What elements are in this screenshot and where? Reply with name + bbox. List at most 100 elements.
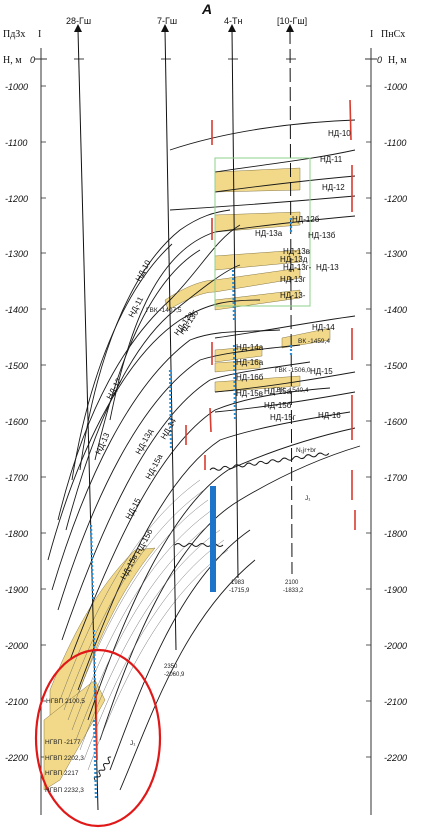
ngvp-label: НГВП 2100,5 <box>46 698 85 705</box>
horizon-label: НД-11 <box>320 155 343 164</box>
sand-bodies <box>43 167 331 791</box>
area-highlight-circle <box>34 648 162 828</box>
well-paths <box>77 29 293 811</box>
well-td-abs-7-gsh: -2060,9 <box>164 672 185 678</box>
contact-label: ГВК -1407,5 <box>146 307 182 314</box>
depth-tick: -2000 <box>384 641 407 651</box>
interval-bar <box>210 486 216 592</box>
depth-tick: -2100 <box>5 697 28 707</box>
right-depth-ticks: -1000 -1100 -1200 -1300 -1400 -1500 -160… <box>384 82 407 763</box>
horizon-label: НД-13г- <box>283 263 312 272</box>
well-label-7-gsh: 7-Гш <box>157 16 177 26</box>
depth-tick: -1700 <box>5 473 28 483</box>
strat-unit-label: N₁jr+br <box>296 447 317 454</box>
horizon-label: НД-14а <box>236 343 264 352</box>
depth-tick: -2200 <box>5 753 28 763</box>
depth-tick: -1500 <box>384 361 407 371</box>
horizon-label: НД-15б <box>264 401 292 410</box>
depth-tick: -1600 <box>384 417 407 427</box>
horizon-label: НД-14 <box>312 323 335 332</box>
depth-tick: -2200 <box>384 753 407 763</box>
well-td-10-gsh: 2100 <box>285 580 299 586</box>
highlight-box <box>214 157 311 307</box>
horizon-label: НД-13в <box>283 247 310 256</box>
section-title: A <box>201 1 212 17</box>
horizon-label: НД-16б <box>236 373 264 382</box>
depth-tick: -1300 <box>5 249 28 259</box>
depth-tick: -1800 <box>384 529 407 539</box>
right-axis-label: Н, м <box>388 55 407 66</box>
left-axis-label: Н, м <box>3 55 22 66</box>
horizon-label: НД-13- <box>280 291 306 300</box>
left-depth-ticks: -1000 -1100 -1200 -1300 -1400 -1500 -160… <box>5 82 28 763</box>
well-path-28-gsh <box>77 29 99 811</box>
horizon-label: НД-11 <box>127 295 146 319</box>
well-td-abs-4-tn: -1715,9 <box>229 588 250 594</box>
horizon-label: НД-14 <box>159 416 178 441</box>
depth-tick: -1400 <box>384 305 407 315</box>
horizon-label: НД-12б <box>292 215 320 224</box>
well-path-7-gsh <box>164 29 177 651</box>
horizon-label: НД-15а <box>264 387 292 396</box>
horizon-label: НД-12 <box>322 183 345 192</box>
contact-label: ГВК -1540,4 <box>273 387 309 394</box>
ngvp-label: НГВП 2202,3 <box>45 755 84 762</box>
horizon-labels: НД-10 НД-11 НД-12 НД-12б НД-13 НД-13а НД… <box>236 129 351 422</box>
well-tops <box>74 24 294 32</box>
well-td-7-gsh: 2350 <box>164 664 178 670</box>
left-side-label: ПдЗх <box>3 29 25 40</box>
depth-tick: -2000 <box>5 641 28 651</box>
right-depth-axis <box>365 48 377 815</box>
horizon-label: НД-15 <box>310 367 333 376</box>
right-side-label: ПнСх <box>381 29 405 40</box>
horizon-label: НД-16а <box>236 358 264 367</box>
well-path-10-gsh <box>289 29 293 575</box>
depth-tick: -2100 <box>384 697 407 707</box>
well-label-4-tn: 4-Тн <box>224 16 243 26</box>
left-zero-label: 0 <box>30 55 35 65</box>
ngvp-label: НГВП 2217 <box>45 770 79 777</box>
horizon-label: НД-13д <box>280 255 308 264</box>
strat-unit-label: J₁ <box>130 740 136 747</box>
contact-label: ВК -1459,4 <box>298 338 330 345</box>
horizon-label: НД-10 <box>328 129 351 138</box>
fluid-contact-labels: ГВК -1407,5 ВК -1459,4 ГВК -1506,0 ГВК -… <box>146 307 330 394</box>
horizon-label: НД-15г <box>270 413 296 422</box>
depth-tick: -1400 <box>5 305 28 315</box>
depth-tick: -1700 <box>384 473 407 483</box>
well-label-28-gsh: 28-Гш <box>66 16 91 26</box>
oil-gas-water-contact-labels: НГВП 2100,5 НГВП -2177 НГВП 2202,3 НГВП … <box>45 698 85 794</box>
well-td-abs-10-gsh: -1833,2 <box>283 588 304 594</box>
horizon-label: НД-12 <box>105 376 124 401</box>
log-markers <box>89 218 293 801</box>
horizon-label: НД-13г <box>280 275 306 284</box>
depth-tick: -1000 <box>5 82 28 92</box>
horizon-label: НД-16 <box>318 411 341 420</box>
thin-bedding-lines <box>59 479 229 771</box>
depth-tick: -1600 <box>5 417 28 427</box>
horizon-label: НД-13а <box>255 229 283 238</box>
right-roman-label: I <box>370 29 373 40</box>
ngvp-label: НГВП -2177 <box>45 739 81 746</box>
depth-tick: -1500 <box>5 361 28 371</box>
strat-unit-label: J₁ <box>305 495 311 502</box>
depth-tick: -1200 <box>384 194 407 204</box>
depth-tick: -1900 <box>384 585 407 595</box>
depth-tick: -1300 <box>384 249 407 259</box>
horizon-label: НД-13 <box>316 263 339 272</box>
left-depth-axis <box>35 48 47 815</box>
depth-tick: -1800 <box>5 529 28 539</box>
horizon-label: НД-15в <box>236 389 263 398</box>
right-zero-label: 0 <box>377 55 382 65</box>
contact-label: ГВК -1506,0 <box>275 367 311 374</box>
fault-marks <box>95 99 356 761</box>
depth-tick: -1900 <box>5 585 28 595</box>
well-td-4-tn: 1983 <box>231 580 245 586</box>
depth-tick: -1200 <box>5 194 28 204</box>
depth-tick: -1000 <box>384 82 407 92</box>
ngvp-label: НГВП 2232,3 <box>45 787 84 794</box>
left-roman-label: I <box>38 29 41 40</box>
well-label-10-gsh: [10-Гш] <box>277 16 307 26</box>
well-path-4-tn <box>231 29 239 579</box>
